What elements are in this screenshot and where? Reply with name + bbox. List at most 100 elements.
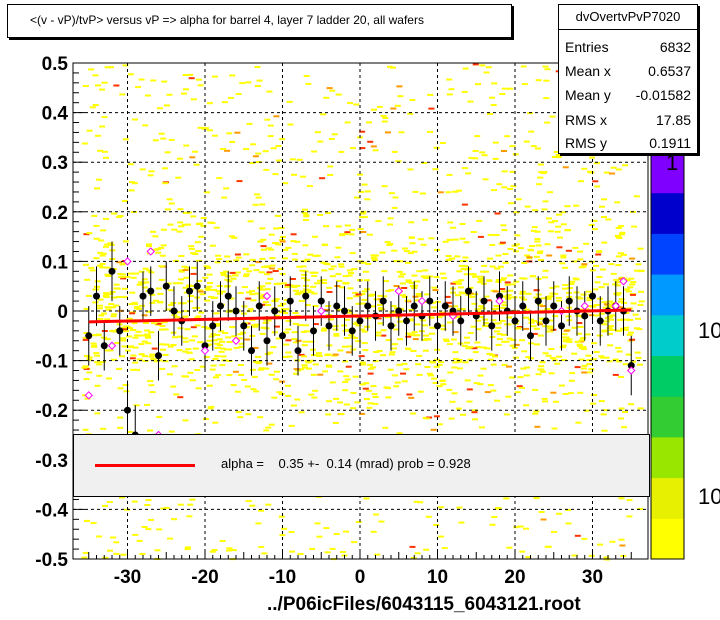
fill-dash (343, 403, 350, 406)
fill-dash (552, 220, 558, 223)
fill-dash (439, 272, 446, 275)
fill-dash (337, 349, 344, 352)
fill-dash (141, 278, 148, 281)
fill-dash (167, 537, 174, 540)
fill-dash (92, 104, 99, 106)
fill-dash (606, 316, 613, 318)
fill-dash (442, 240, 449, 243)
fill-dash (109, 306, 116, 309)
fill-dash (218, 330, 225, 333)
fill-dash (282, 331, 289, 334)
fill-dash (568, 282, 575, 285)
fill-dash (302, 208, 308, 211)
fill-dash (249, 258, 256, 261)
fill-dash (245, 500, 252, 503)
fill-dash (166, 93, 173, 96)
fill-dash (514, 234, 521, 237)
fill-dash (291, 285, 298, 288)
fill-dash (400, 282, 406, 285)
fill-dash (141, 526, 148, 528)
fill-dash (264, 273, 270, 276)
fill-dash (362, 270, 369, 273)
fill-dash (91, 345, 98, 348)
fill-dash (520, 65, 527, 68)
fill-dash (337, 370, 344, 373)
fill-dash (577, 345, 583, 348)
fill-dash (433, 276, 440, 279)
fill-dash (316, 535, 323, 538)
fill-dash (532, 388, 539, 391)
fill-dash (153, 299, 159, 302)
fill-dash (562, 284, 569, 287)
fill-dash (428, 237, 435, 240)
fill-dash (531, 332, 538, 335)
fill-dash (246, 270, 253, 273)
fill-dash (315, 354, 322, 357)
fill-dash (352, 375, 359, 378)
stats-value: 0.6537 (648, 63, 691, 79)
fill-dash (347, 102, 353, 105)
fill-dash (266, 271, 273, 274)
fill-dash (482, 324, 488, 327)
fill-dash (264, 265, 271, 268)
fill-dash (512, 356, 519, 359)
fill-dash (383, 280, 389, 283)
fill-dash (560, 211, 567, 214)
fill-dash (135, 86, 142, 89)
fill-dash (477, 383, 484, 386)
fill-dash (117, 387, 124, 390)
fill-dash (612, 358, 619, 361)
fill-dash (340, 551, 346, 553)
fill-dash (396, 432, 403, 435)
fill-dash (547, 230, 554, 233)
fill-dash (167, 223, 174, 226)
fill-dash (302, 219, 309, 221)
fill-dash (544, 545, 551, 548)
fill-dash (601, 198, 608, 201)
fill-dash (99, 361, 106, 363)
fill-dash (601, 329, 608, 332)
fill-dash (461, 90, 468, 93)
fill-dash (302, 340, 309, 343)
fill-dash (91, 334, 98, 337)
fill-dash (185, 546, 191, 549)
fill-dash (455, 315, 462, 318)
fill-dash (556, 512, 563, 515)
fill-dash (268, 248, 275, 251)
fill-dash (602, 306, 609, 309)
fill-dash (400, 372, 406, 375)
fill-dash (194, 317, 201, 319)
fill-dash (527, 112, 534, 115)
fill-dash (487, 233, 494, 236)
fill-dash (389, 351, 396, 354)
fill-dash (95, 84, 101, 87)
profile-point (596, 317, 604, 325)
fill-dash (393, 285, 400, 287)
overflow-marker (627, 366, 636, 375)
fill-dash (187, 371, 194, 374)
fill-dash (273, 115, 280, 118)
fill-dash (585, 354, 592, 357)
fill-dash (82, 336, 89, 339)
fill-dash (107, 349, 114, 352)
fill-dash (85, 294, 92, 297)
fill-dash (501, 363, 508, 366)
fill-dash (554, 230, 561, 233)
fill-dash (211, 339, 218, 342)
fill-dash (194, 369, 201, 371)
fill-dash (357, 228, 364, 231)
fill-dash (584, 333, 591, 336)
fill-dash (385, 290, 392, 292)
fill-dash (282, 248, 289, 251)
fill-dash (588, 223, 595, 226)
fill-dash (489, 523, 496, 526)
fill-dash (474, 308, 481, 311)
fill-dash (626, 499, 633, 502)
fill-dash (165, 282, 172, 285)
fill-dash (475, 346, 482, 349)
fill-dash (108, 303, 115, 306)
fill-dash (260, 296, 266, 299)
fill-dash (555, 225, 562, 228)
fill-dash (182, 340, 189, 343)
fill-dash (553, 151, 560, 153)
